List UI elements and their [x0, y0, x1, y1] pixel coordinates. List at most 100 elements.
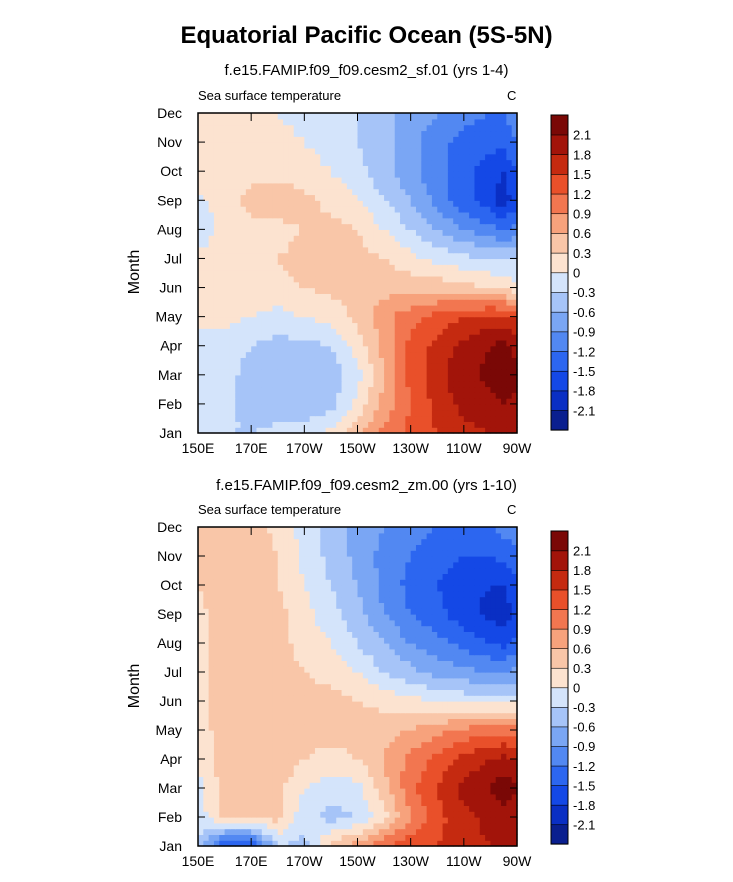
contour-cell	[229, 735, 236, 743]
contour-cell	[378, 328, 385, 335]
contour-cell	[235, 142, 242, 149]
contour-cell	[251, 741, 258, 748]
contour-cell	[506, 310, 513, 318]
contour-cell	[198, 165, 204, 172]
contour-cell	[495, 322, 502, 329]
contour-cell	[198, 130, 204, 137]
contour-cell	[325, 310, 332, 318]
colorbar-box	[550, 410, 569, 431]
contour-cell	[229, 136, 236, 143]
contour-cell	[293, 398, 300, 405]
contour-cell	[405, 828, 412, 835]
contour-cell	[288, 753, 295, 760]
contour-cell	[463, 730, 470, 737]
contour-cell	[362, 409, 369, 417]
contour-cell	[341, 805, 348, 812]
contour-cell	[235, 334, 242, 341]
contour-cell	[442, 334, 449, 341]
contour-cell	[405, 113, 412, 120]
contour-cell	[378, 427, 385, 434]
contour-cell	[224, 363, 231, 370]
contour-cell	[368, 689, 375, 696]
contour-cell	[314, 369, 321, 376]
contour-cell	[293, 701, 300, 708]
contour-cell	[219, 770, 226, 777]
contour-cell	[463, 328, 470, 335]
colorbar-label: 2.1	[573, 128, 591, 143]
contour-cell	[203, 718, 210, 725]
contour-cell	[245, 334, 252, 341]
contour-cell	[469, 206, 476, 213]
contour-cell	[373, 246, 380, 254]
contour-cell	[506, 793, 513, 801]
contour-cell	[415, 753, 422, 760]
contour-cell	[208, 398, 215, 405]
contour-cell	[405, 142, 412, 149]
contour-cell	[426, 171, 433, 178]
contour-cell	[288, 712, 295, 719]
contour-cell	[224, 776, 231, 783]
contour-cell	[272, 258, 279, 265]
contour-cell	[400, 788, 406, 795]
contour-cell	[485, 223, 492, 230]
contour-cell	[410, 380, 417, 388]
contour-cell	[405, 165, 412, 172]
contour-cell	[272, 747, 279, 754]
contour-cell	[320, 177, 327, 184]
contour-cell	[213, 834, 220, 841]
contour-cell	[479, 211, 486, 219]
contour-cell	[336, 206, 343, 213]
contour-cell	[389, 275, 396, 283]
contour-cell	[341, 701, 348, 708]
contour-cell	[330, 281, 337, 289]
contour-cell	[325, 241, 332, 248]
contour-cell	[405, 258, 412, 265]
contour-cell	[341, 363, 348, 370]
contour-cell	[458, 834, 465, 841]
contour-cell	[368, 741, 375, 748]
contour-cell	[474, 147, 481, 155]
contour-cell	[198, 811, 204, 818]
contour-cell	[426, 409, 433, 417]
contour-cell	[325, 171, 332, 178]
contour-cell	[267, 421, 274, 428]
contour-cell	[501, 351, 507, 358]
contour-cell	[224, 229, 231, 236]
contour-cell	[352, 246, 359, 254]
contour-cell	[245, 817, 252, 824]
contour-cell	[198, 392, 204, 399]
contour-cell	[479, 369, 486, 376]
contour-cell	[314, 799, 321, 806]
contour-cell	[511, 305, 518, 312]
contour-cell	[384, 357, 390, 364]
contour-cell	[437, 252, 444, 260]
contour-cell	[272, 374, 279, 382]
contour-cell	[320, 118, 327, 126]
contour-cell	[373, 764, 380, 772]
contour-cell	[511, 147, 518, 155]
contour-cell	[389, 753, 396, 760]
contour-cell	[415, 712, 422, 719]
contour-cell	[352, 409, 359, 417]
contour-cell	[447, 706, 454, 714]
contour-cell	[421, 701, 428, 708]
contour-cell	[203, 747, 210, 754]
contour-cell	[442, 799, 449, 806]
x-tick-label: 90W	[503, 440, 533, 456]
contour-cell	[357, 217, 364, 225]
contour-cell	[421, 217, 428, 225]
contour-cell	[357, 718, 364, 725]
contour-cell	[267, 171, 274, 178]
contour-cell	[320, 799, 327, 806]
contour-cell	[458, 747, 465, 754]
contour-cell	[410, 310, 417, 318]
contour-cell	[293, 724, 300, 731]
contour-cell	[309, 753, 316, 760]
contour-cell	[469, 782, 476, 789]
contour-cell	[373, 357, 380, 364]
contour-cell	[506, 369, 513, 376]
contour-cell	[368, 799, 375, 806]
contour-cell	[272, 730, 279, 737]
contour-cell	[362, 695, 369, 702]
contour-cell	[400, 211, 406, 219]
